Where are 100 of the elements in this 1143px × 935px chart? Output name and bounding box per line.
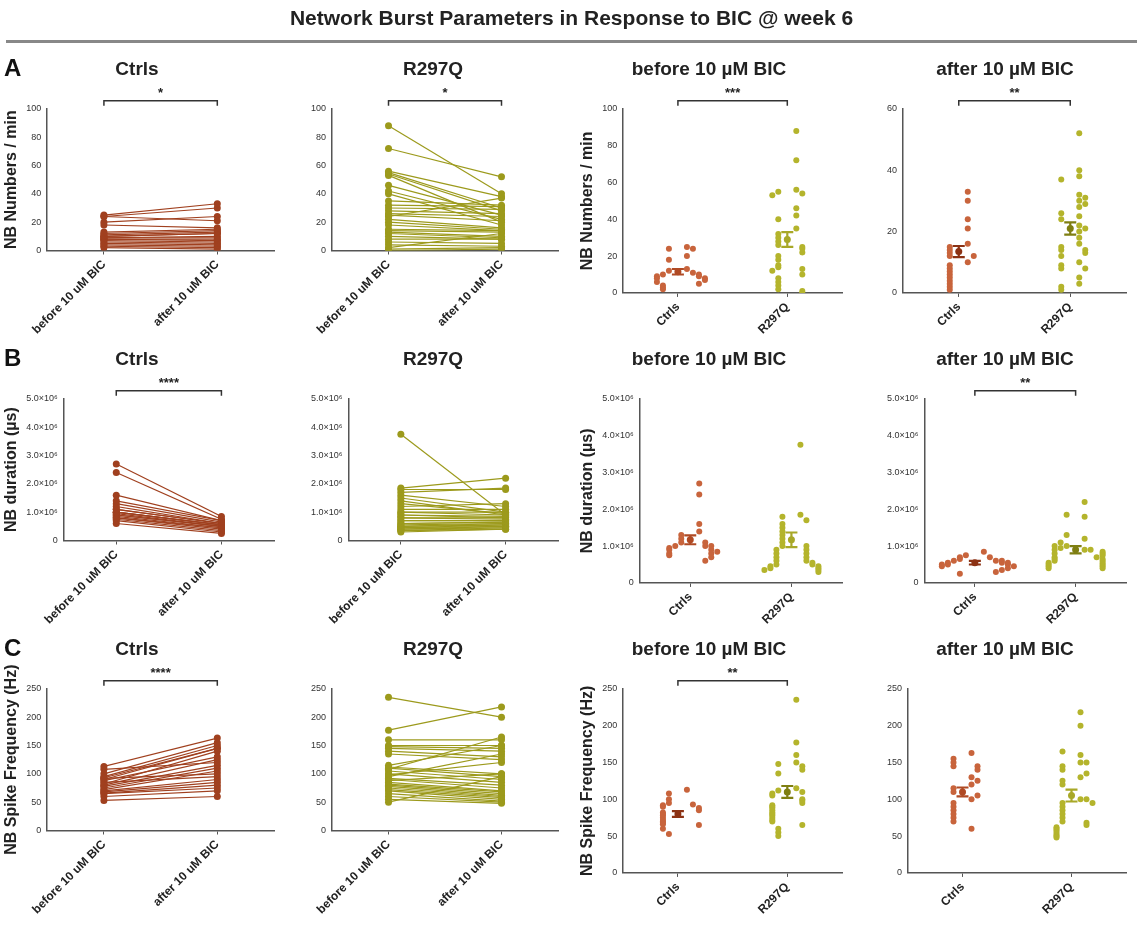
y-tick-label: 3.0×10⁶ (602, 466, 634, 477)
chart-title: Ctrls (115, 637, 159, 659)
y-axis-title: NB duration (µs) (2, 407, 20, 533)
chart-title: R297Q (402, 347, 464, 369)
chart-title: before 10 µM BIC (631, 637, 787, 659)
y-tick-label: 3.0×10⁶ (887, 466, 919, 477)
y-tick-label: 100 (602, 103, 618, 114)
y-tick-label: 40 (887, 164, 898, 175)
y-tick-label: 5.0×10⁶ (26, 393, 58, 404)
y-tick-label: 200 (26, 711, 42, 722)
y-tick-label: 4.0×10⁶ (311, 421, 343, 432)
y-tick-label: 0 (52, 534, 58, 545)
y-tick-label: 100 (310, 103, 327, 114)
y-tick-label: 50 (892, 830, 903, 841)
y-tick-label: 80 (31, 131, 42, 142)
y-tick-label: 1.0×10⁶ (602, 540, 634, 551)
y-tick-label: 40 (31, 188, 42, 199)
chart-title: Ctrls (115, 57, 159, 79)
y-tick-label: 0 (321, 824, 327, 835)
y-tick-label: 250 (26, 683, 42, 694)
y-tick-label: 0 (321, 244, 327, 255)
y-axis-title: NB Numbers / min (2, 110, 20, 249)
text: C (4, 634, 22, 662)
y-axis-title: NB Spike Frequency (Hz) (578, 685, 596, 876)
y-axis-title: NB duration (µs) (578, 428, 596, 554)
chart-title: after 10 µM BIC (936, 57, 1075, 79)
y-tick-label: 150 (26, 739, 42, 750)
y-tick-label: 200 (886, 720, 903, 731)
y-tick-label: 0 (913, 577, 919, 588)
y-axis-title: NB Spike Frequency (Hz) (2, 664, 20, 855)
y-tick-label: 50 (607, 830, 618, 841)
chart-title: before 10 µM BIC (631, 57, 787, 79)
y-tick-label: 5.0×10⁶ (602, 393, 634, 404)
y-tick-label: 20 (887, 226, 898, 237)
y-tick-label: 0 (36, 244, 42, 255)
y-tick-label: 100 (602, 793, 618, 804)
text: A (4, 54, 22, 82)
y-axis-title: NB Numbers / min (578, 131, 596, 271)
y-tick-label: 100 (26, 768, 42, 779)
text: **** (150, 664, 172, 680)
y-tick-label: 4.0×10⁶ (602, 430, 634, 441)
text: * (158, 84, 165, 100)
y-tick-label: 0 (337, 534, 343, 545)
y-tick-label: 60 (316, 159, 327, 170)
y-tick-label: 60 (607, 176, 618, 187)
y-tick-label: 2.0×10⁶ (26, 478, 58, 489)
chart-title: after 10 µM BIC (936, 637, 1075, 659)
text: * (442, 84, 449, 100)
text: ** (727, 664, 739, 680)
text: Network Burst Parameters in Response to BIC @ week 6 (288, 6, 855, 30)
text: ** (1020, 374, 1032, 390)
y-tick-label: 5.0×10⁶ (887, 393, 919, 404)
y-tick-label: 3.0×10⁶ (26, 449, 58, 460)
y-tick-label: 250 (886, 683, 903, 694)
chart-title: Ctrls (115, 347, 159, 369)
y-tick-label: 20 (316, 216, 327, 227)
y-tick-label: 1.0×10⁶ (887, 540, 919, 551)
y-tick-label: 150 (886, 756, 903, 767)
text: ** (1009, 84, 1021, 100)
chart-title: after 10 µM BIC (936, 347, 1075, 369)
y-tick-label: 100 (26, 103, 42, 114)
y-tick-label: 1.0×10⁶ (311, 506, 343, 517)
y-tick-label: 200 (310, 711, 327, 722)
y-tick-label: 0 (36, 824, 42, 835)
y-tick-label: 200 (602, 720, 618, 731)
y-tick-label: 2.0×10⁶ (602, 503, 634, 514)
y-tick-label: 0 (612, 867, 618, 878)
y-tick-label: 40 (607, 213, 618, 224)
y-tick-label: 0 (892, 287, 898, 298)
y-tick-label: 60 (887, 103, 898, 114)
y-tick-label: 50 (316, 796, 327, 807)
y-tick-label: 40 (316, 188, 327, 199)
y-tick-label: 150 (602, 756, 618, 767)
y-tick-label: 0 (897, 867, 903, 878)
y-tick-label: 4.0×10⁶ (26, 421, 58, 432)
text: **** (158, 374, 180, 390)
y-tick-label: 2.0×10⁶ (887, 503, 919, 514)
y-tick-label: 50 (31, 796, 42, 807)
y-tick-label: 250 (310, 683, 327, 694)
y-tick-label: 5.0×10⁶ (311, 393, 343, 404)
y-tick-label: 2.0×10⁶ (311, 478, 343, 489)
y-tick-label: 20 (31, 216, 42, 227)
y-tick-label: 150 (310, 739, 327, 750)
y-tick-label: 4.0×10⁶ (887, 430, 919, 441)
y-tick-label: 60 (31, 159, 42, 170)
y-tick-label: 250 (602, 683, 618, 694)
chart-title: R297Q (402, 57, 464, 79)
text: B (4, 344, 22, 372)
y-tick-label: 100 (310, 768, 327, 779)
y-tick-label: 100 (886, 793, 903, 804)
text: *** (725, 84, 742, 100)
y-tick-label: 3.0×10⁶ (311, 449, 343, 460)
y-tick-label: 1.0×10⁶ (26, 506, 58, 517)
y-tick-label: 80 (607, 140, 618, 151)
y-tick-label: 20 (607, 250, 618, 261)
y-tick-label: 80 (316, 131, 327, 142)
y-tick-label: 0 (612, 287, 618, 298)
y-tick-label: 0 (628, 577, 634, 588)
chart-title: before 10 µM BIC (631, 347, 787, 369)
chart-title: R297Q (402, 637, 464, 659)
